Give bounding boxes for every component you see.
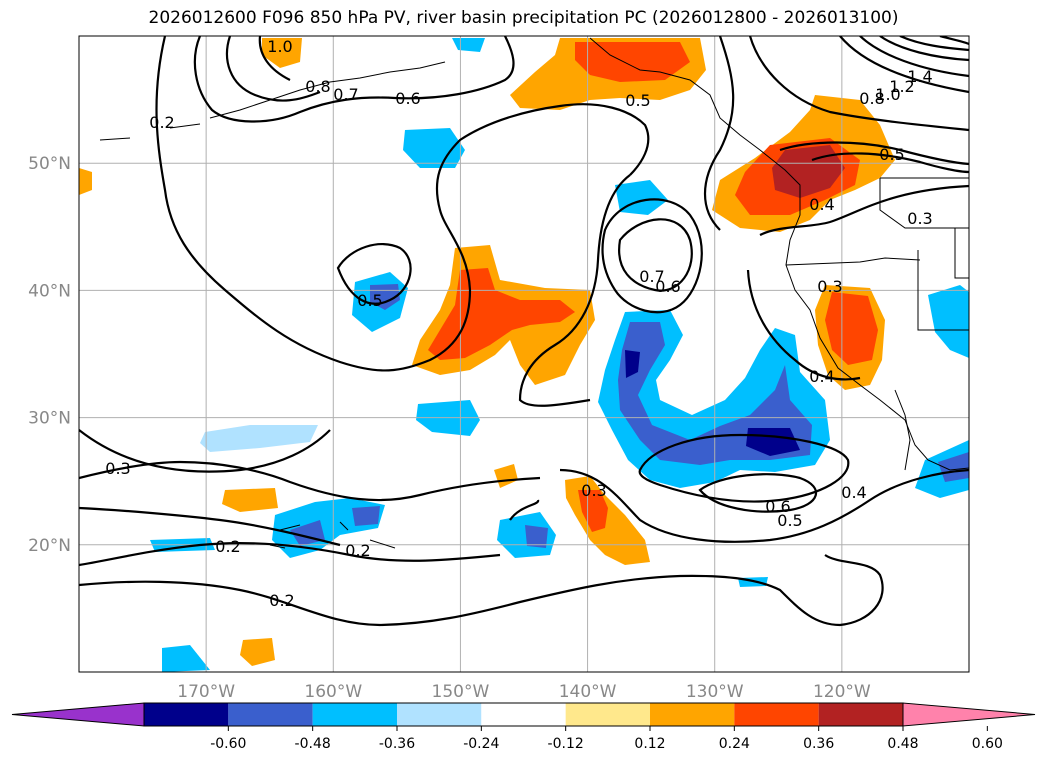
lon-tick-label: 160°W xyxy=(304,682,362,702)
contour-label: 1.0 xyxy=(875,85,900,104)
lon-tick-label: 130°W xyxy=(686,682,744,702)
precip-mx-mid xyxy=(938,452,969,482)
contour-label: 0.4 xyxy=(841,483,866,502)
contour-label: 0.6 xyxy=(655,277,680,296)
precip-bc-darkred xyxy=(772,145,845,198)
contour-label: 0.3 xyxy=(907,209,932,228)
graticule xyxy=(79,36,969,672)
precip-east-blue xyxy=(928,285,969,358)
lat-tick-label: 50°N xyxy=(28,154,71,174)
contour-label: 1.4 xyxy=(907,67,932,86)
map-frame xyxy=(78,35,970,673)
colorbar-extend-min xyxy=(11,702,145,727)
lon-tick-label: 120°W xyxy=(813,682,871,702)
lat-tick-label: 30°N xyxy=(28,409,71,429)
contour-label: 0.2 xyxy=(149,113,174,132)
map-title: 2026012600 F096 850 hPa PV, river basin … xyxy=(148,8,899,28)
precip-small-orange-3 xyxy=(240,638,275,666)
contour-label: 0.4 xyxy=(809,367,834,386)
contour-label: 0.5 xyxy=(777,511,802,530)
precip-hawaii-mid-2 xyxy=(352,506,380,526)
colorbar-segment xyxy=(565,703,650,726)
colorbar-extend-max xyxy=(902,702,1036,727)
contour-label: 0.3 xyxy=(105,459,130,478)
colorbar-segment xyxy=(818,703,903,726)
contour-label: 0.2 xyxy=(345,541,370,560)
colorbar-tick-label: 0.12 xyxy=(634,736,665,752)
contour-label: 0.4 xyxy=(809,195,834,214)
colorbar-tick-label: 0.36 xyxy=(803,736,834,752)
precip-sub-red xyxy=(578,490,608,532)
contour-label: 0.6 xyxy=(765,497,790,516)
contour-label: 0.2 xyxy=(269,591,294,610)
precip-sw-blue xyxy=(162,645,210,672)
lat-tick-label: 20°N xyxy=(28,536,71,556)
lon-tick-label: 140°W xyxy=(559,682,617,702)
contour-label: 1.0 xyxy=(267,37,292,56)
contour-labels: 1.0 0.8 0.7 0.6 0.5 0.2 0.5 0.7 0.6 0.3 … xyxy=(105,37,932,610)
coastlines xyxy=(99,37,969,549)
lon-tick-label: 170°W xyxy=(177,682,235,702)
precip-central-red xyxy=(428,268,575,360)
contour-label: 0.3 xyxy=(581,481,606,500)
colorbar-tick-label: 0.48 xyxy=(887,736,918,752)
precip-ak-blue xyxy=(403,128,465,168)
axis-ticks: 50°N 40°N 30°N 20°N 170°W 160°W 150°W 140°W 130°… xyxy=(28,154,871,702)
precip-ca-red xyxy=(825,292,878,365)
contour-label: 0.7 xyxy=(333,85,358,104)
colorbar-tick-label: -0.36 xyxy=(379,736,415,752)
precip-edge-orange xyxy=(79,168,92,195)
colorbar-segment xyxy=(734,703,819,726)
colorbar: -0.60 -0.48 -0.36 -0.24 -0.12 0.12 0.24 0.36 0.4… xyxy=(11,702,1036,752)
contour-label: 0.8 xyxy=(305,77,330,96)
colorbar-tick-label: -0.60 xyxy=(210,736,246,752)
precip-small-orange-1 xyxy=(262,38,302,68)
colorbar-tick-label: 0.24 xyxy=(719,736,750,752)
colorbar-segment xyxy=(144,703,229,726)
precip-hawaii-light xyxy=(200,425,318,452)
precip-east-pac-dark xyxy=(625,350,640,378)
contour-label: 0.6 xyxy=(395,89,420,108)
colorbar-tick-label: -0.12 xyxy=(548,736,584,752)
contour-label: 0.5 xyxy=(357,291,382,310)
contour-label: 0.5 xyxy=(625,91,650,110)
colorbar-segment xyxy=(481,703,566,726)
contour-label: 0.7 xyxy=(639,267,664,286)
colorbar-segment xyxy=(650,703,735,726)
colorbar-tick-label: -0.24 xyxy=(463,736,499,752)
pv-contours xyxy=(79,36,969,627)
contour-label: 1.2 xyxy=(889,77,914,96)
lat-tick-label: 40°N xyxy=(28,281,71,301)
contour-label: 0.3 xyxy=(817,277,842,296)
colorbar-tick-label: -0.48 xyxy=(295,736,331,752)
colorbar-segment xyxy=(312,703,397,726)
contour-label: 0.5 xyxy=(879,145,904,164)
colorbar-outline xyxy=(143,702,904,727)
colorbar-tick-label: 0.60 xyxy=(972,736,1003,752)
contour-label: 0.2 xyxy=(215,537,240,556)
precip-south-blue-dark xyxy=(525,525,548,548)
contour-label: 0.8 xyxy=(859,89,884,108)
precip-small-orange-2 xyxy=(222,488,278,512)
colorbar-segment xyxy=(397,703,482,726)
colorbar-segment xyxy=(228,703,313,726)
lon-tick-label: 150°W xyxy=(432,682,490,702)
